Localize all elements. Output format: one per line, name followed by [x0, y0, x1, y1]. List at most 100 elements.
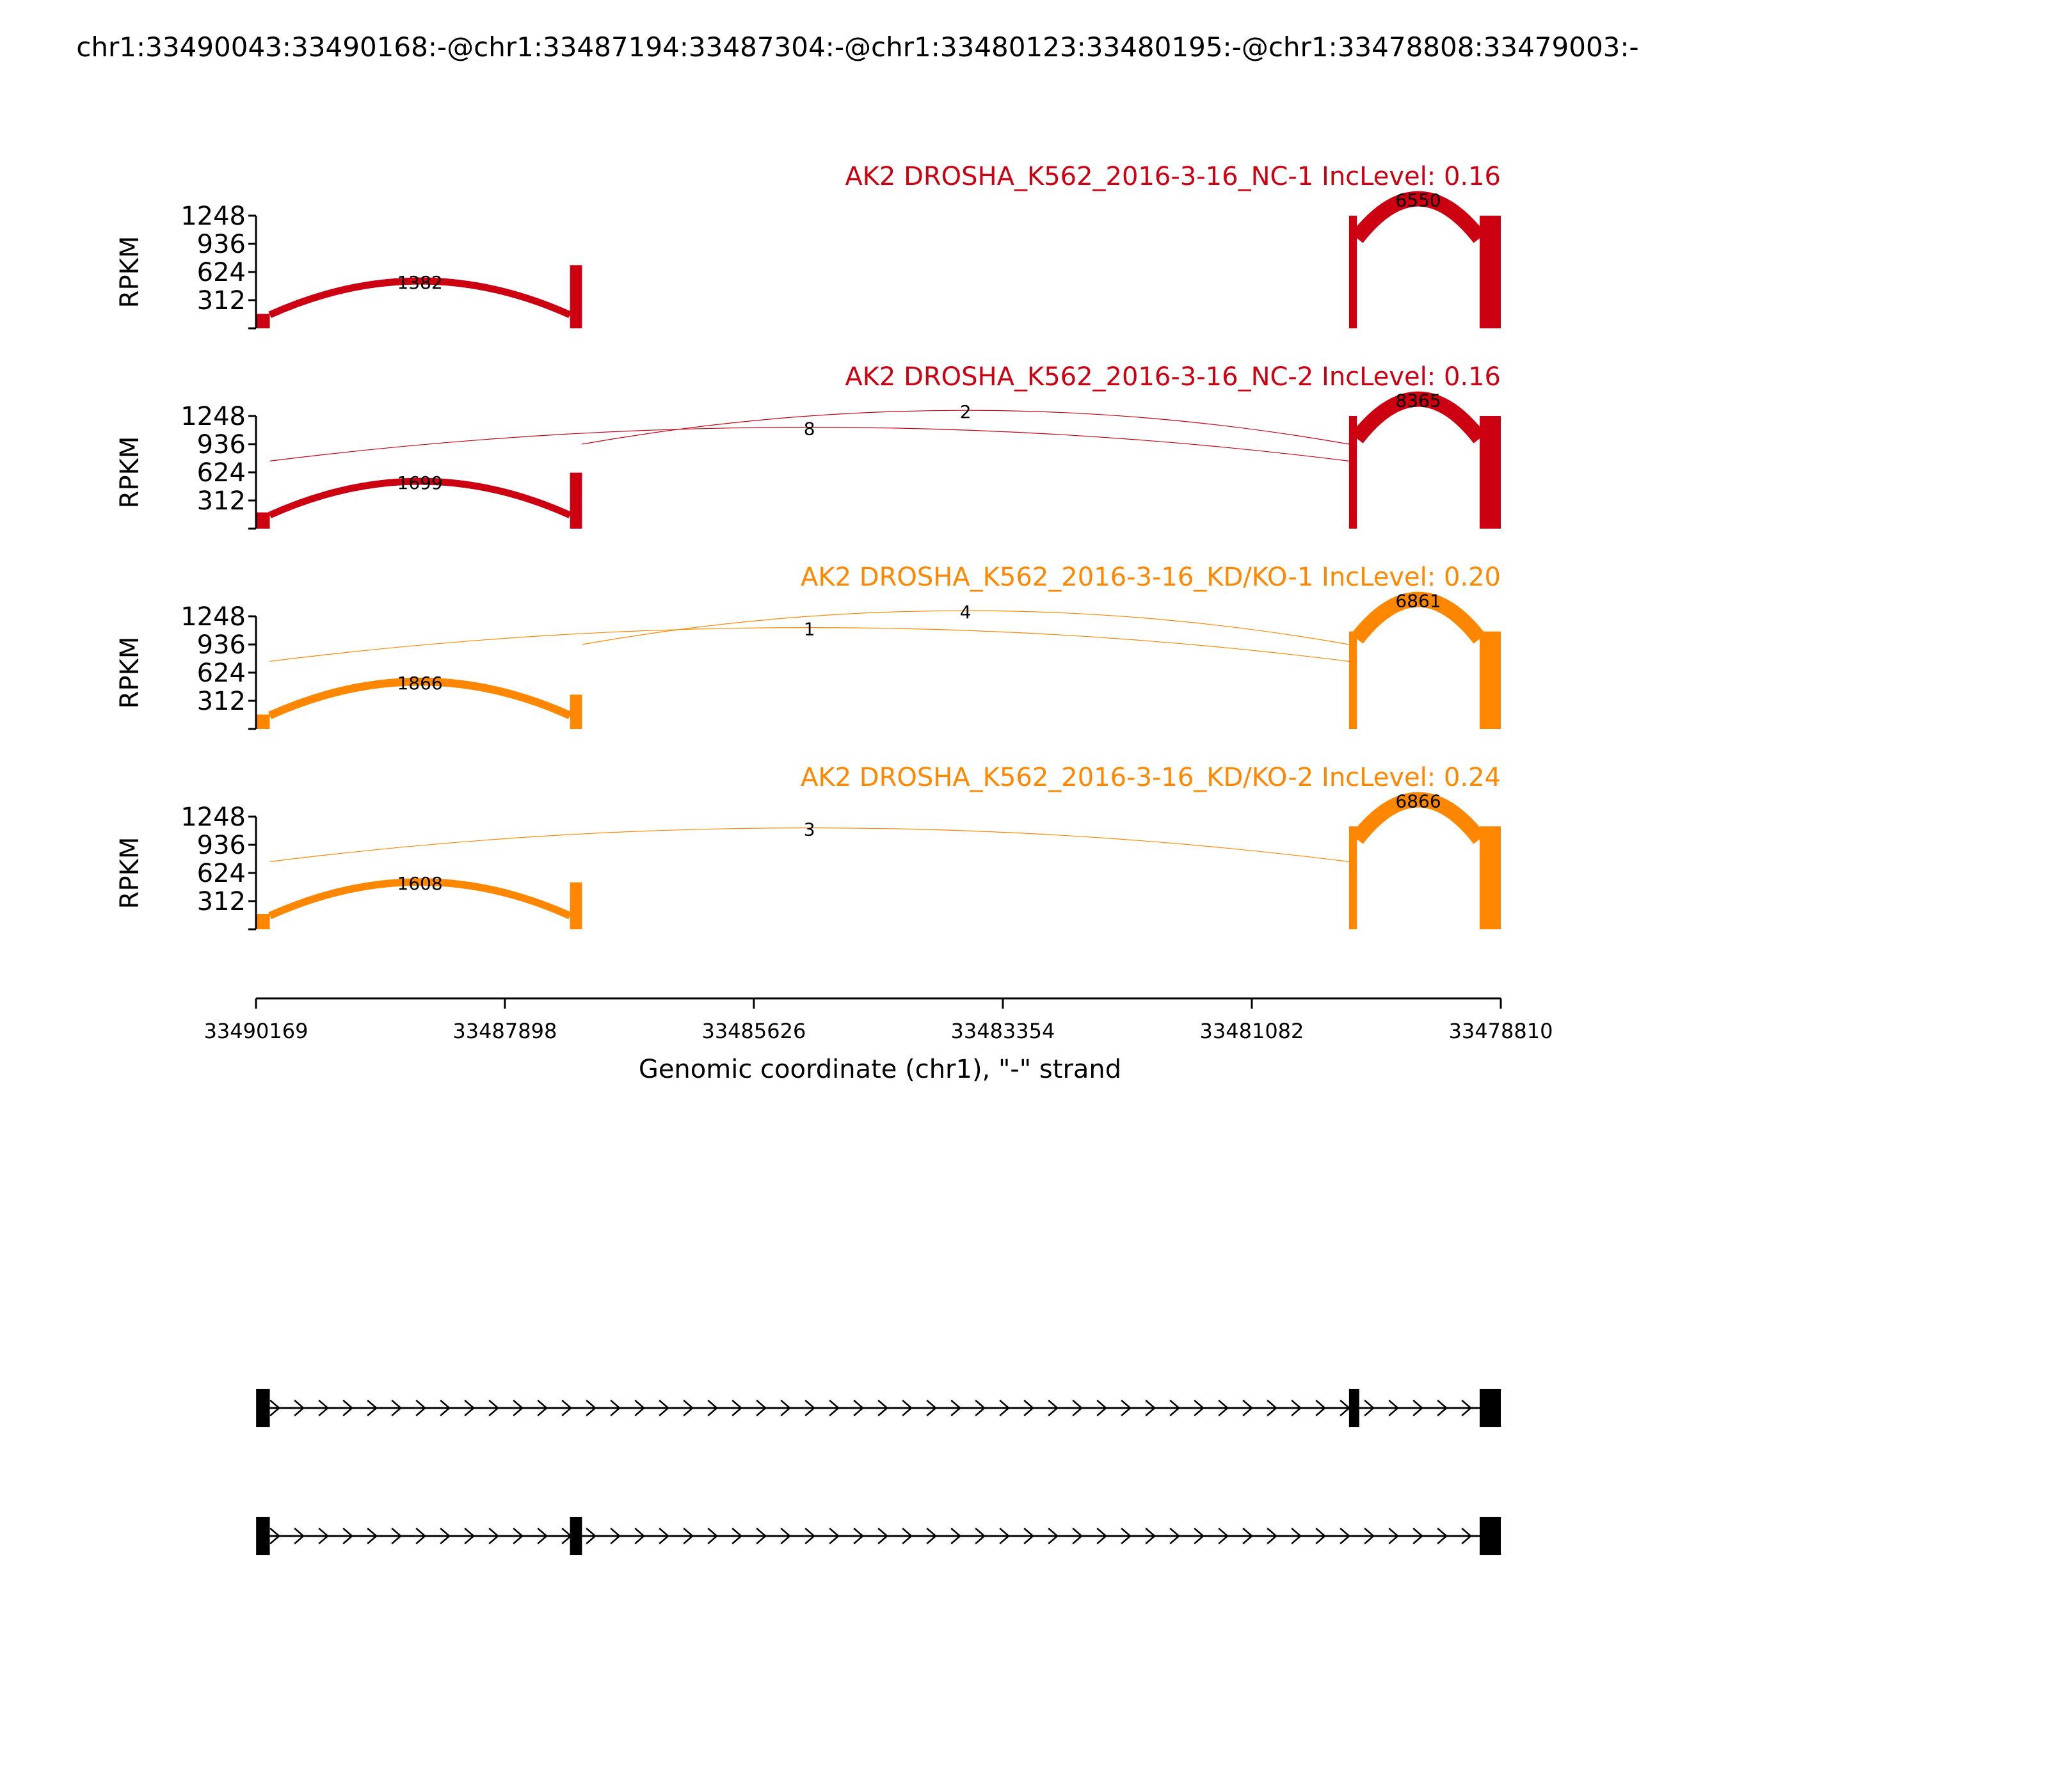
strand-arrow	[440, 1400, 451, 1416]
junction-count-label: 8365	[1395, 390, 1441, 412]
junction-arc	[269, 627, 1349, 662]
strand-arrow	[780, 1400, 792, 1416]
sample-title: AK2 DROSHA_K562_2016-3-16_KD/KO-2 IncLev…	[801, 763, 1501, 792]
coverage-bar	[1348, 826, 1357, 929]
strand-arrow	[1437, 1400, 1448, 1416]
strand-arrow	[269, 1528, 281, 1544]
strand-arrow	[1267, 1528, 1278, 1544]
strand-arrow	[513, 1400, 524, 1416]
strand-arrow	[877, 1400, 889, 1416]
strand-arrow	[440, 1528, 451, 1544]
y-tick-label: 1248	[180, 202, 246, 231]
sample-title: AK2 DROSHA_K562_2016-3-16_NC-2 IncLevel:…	[845, 362, 1501, 392]
strand-arrow	[513, 1528, 524, 1544]
strand-arrow	[902, 1400, 913, 1416]
x-tick-label: 33481082	[1200, 1019, 1304, 1043]
strand-arrow	[464, 1528, 476, 1544]
sample-title: AK2 DROSHA_K562_2016-3-16_NC-1 IncLevel:…	[845, 162, 1501, 191]
y-tick-label: 624	[197, 659, 246, 688]
strand-arrow	[756, 1528, 767, 1544]
coverage-bar	[570, 694, 582, 729]
exon-block	[256, 1517, 270, 1555]
junction-arc	[582, 410, 1349, 445]
x-tick-label: 33483354	[950, 1019, 1055, 1043]
strand-arrow	[586, 1528, 597, 1544]
coverage-bar	[256, 914, 270, 929]
strand-arrow	[1315, 1400, 1327, 1416]
strand-arrow	[1096, 1528, 1108, 1544]
strand-arrow	[537, 1400, 548, 1416]
y-tick-label: 624	[197, 458, 246, 488]
strand-arrow	[1072, 1400, 1084, 1416]
strand-arrow	[1023, 1528, 1035, 1544]
strand-arrow	[1461, 1528, 1473, 1544]
strand-arrow	[537, 1528, 548, 1544]
junction-count-label: 1608	[397, 873, 442, 894]
exon-block	[256, 1389, 270, 1427]
coverage-bar	[1348, 216, 1357, 328]
y-tick-label: 1248	[180, 803, 246, 832]
coverage-bar	[1348, 631, 1357, 729]
junction-count-label: 6861	[1395, 591, 1441, 612]
strand-arrow	[561, 1400, 573, 1416]
strand-arrow	[975, 1400, 986, 1416]
strand-arrow	[610, 1528, 621, 1544]
strand-arrow	[1096, 1400, 1108, 1416]
y-tick-label: 936	[197, 430, 246, 460]
strand-arrow	[488, 1400, 500, 1416]
strand-arrow	[367, 1528, 378, 1544]
isoform-1	[256, 1389, 1501, 1427]
y-axis-label: RPKM	[115, 436, 145, 509]
y-tick-label: 624	[197, 258, 246, 287]
strand-arrow	[415, 1400, 427, 1416]
y-axis-label: RPKM	[115, 637, 145, 709]
y-tick-label: 624	[197, 859, 246, 888]
exon-block	[570, 1517, 582, 1555]
strand-arrow	[1145, 1400, 1156, 1416]
junction-arc	[269, 427, 1349, 461]
strand-arrow	[683, 1400, 694, 1416]
junction-count-label: 6866	[1395, 791, 1441, 812]
strand-arrow	[732, 1528, 743, 1544]
strand-arrow	[1291, 1528, 1302, 1544]
isoform-2	[256, 1517, 1501, 1555]
x-tick-label: 33478810	[1449, 1019, 1553, 1043]
x-tick-label: 33487898	[452, 1019, 557, 1043]
y-tick-label: 312	[197, 286, 246, 316]
strand-arrow	[367, 1400, 378, 1416]
coverage-bar	[256, 512, 270, 529]
x-axis-label: Genomic coordinate (chr1), "-" strand	[639, 1055, 1121, 1084]
y-tick-label: 1248	[180, 602, 246, 632]
strand-arrow	[999, 1400, 1011, 1416]
y-tick-label: 936	[197, 230, 246, 259]
junction-count-label: 1866	[397, 673, 442, 694]
strand-arrow	[756, 1400, 767, 1416]
coverage-bar	[570, 472, 582, 529]
figure-title: chr1:33490043:33490168:-@chr1:33487194:3…	[76, 31, 1638, 63]
strand-arrow	[1412, 1400, 1424, 1416]
strand-arrow	[586, 1400, 597, 1416]
junction-count-label: 1382	[397, 272, 442, 293]
junction-arc	[268, 878, 572, 920]
y-tick-label: 312	[197, 687, 246, 716]
y-tick-label: 312	[197, 486, 246, 516]
strand-arrow	[707, 1528, 719, 1544]
strand-arrow	[1461, 1400, 1473, 1416]
sample-title: AK2 DROSHA_K562_2016-3-16_KD/KO-1 IncLev…	[801, 563, 1501, 592]
junction-arc	[268, 677, 572, 719]
strand-arrow	[707, 1400, 719, 1416]
strand-arrow	[1267, 1400, 1278, 1416]
strand-arrow	[829, 1400, 840, 1416]
isoform-track	[256, 1389, 1501, 1555]
x-axis: 33490169 33487898 33485626 33483354 33481082…	[204, 997, 1553, 1043]
junction-count-label: 2	[960, 401, 972, 422]
strand-arrow	[415, 1528, 427, 1544]
strand-arrow	[1291, 1400, 1302, 1416]
strand-arrow	[732, 1400, 743, 1416]
